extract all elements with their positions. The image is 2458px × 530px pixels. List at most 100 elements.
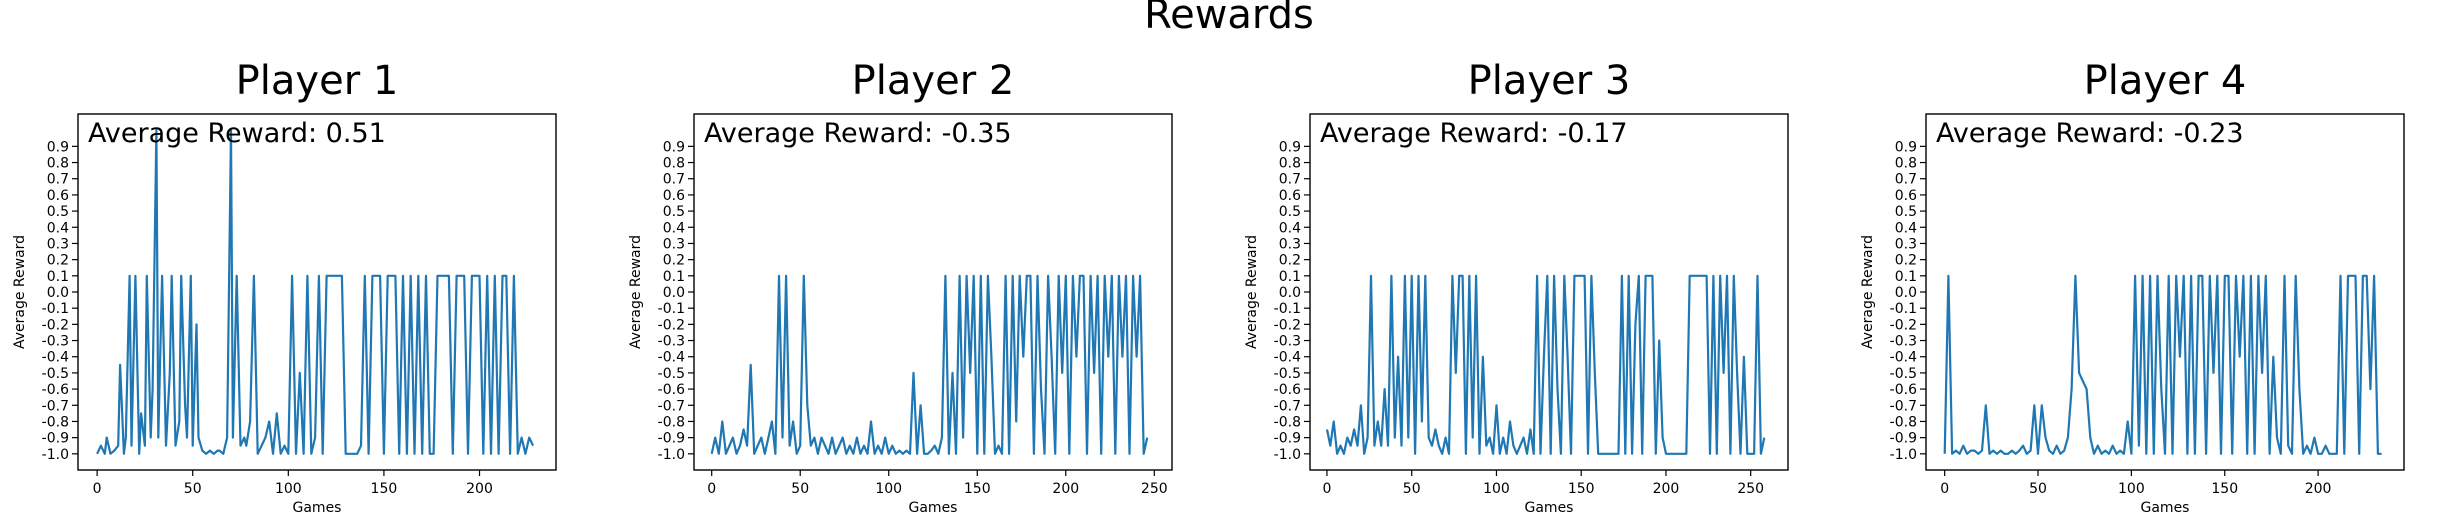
y-tick-label: 0.2 bbox=[47, 253, 69, 269]
y-tick-label: 0.6 bbox=[663, 188, 685, 204]
x-tick-label: 250 bbox=[1737, 481, 1764, 497]
y-tick-label: -1.0 bbox=[42, 447, 69, 463]
y-tick-label: -0.2 bbox=[42, 317, 69, 333]
y-axis-label: Average Reward bbox=[628, 235, 644, 349]
x-tick-label: 0 bbox=[707, 481, 716, 497]
y-tick-label: 0.4 bbox=[663, 220, 685, 236]
y-tick-label: 0.3 bbox=[663, 236, 685, 252]
y-tick-label: 0.7 bbox=[663, 172, 685, 188]
y-tick-label: -0.3 bbox=[658, 334, 685, 350]
y-tick-label: 0.0 bbox=[1279, 285, 1301, 301]
x-tick-label: 150 bbox=[2211, 481, 2238, 497]
y-tick-label: -0.9 bbox=[1890, 431, 1917, 447]
average-reward-annotation: Average Reward: 0.51 bbox=[88, 118, 386, 149]
y-tick-label: 0.8 bbox=[663, 156, 685, 172]
x-tick-label: 200 bbox=[1653, 481, 1680, 497]
y-tick-label: -0.6 bbox=[1890, 382, 1917, 398]
x-axis-label: Games bbox=[1525, 500, 1574, 516]
y-tick-label: -1.0 bbox=[1274, 447, 1301, 463]
y-tick-label: -0.1 bbox=[1274, 301, 1301, 317]
x-tick-label: 0 bbox=[1940, 481, 1949, 497]
y-tick-label: 0.2 bbox=[1895, 253, 1917, 269]
y-tick-label: -0.7 bbox=[1274, 398, 1301, 414]
y-tick-label: -0.5 bbox=[42, 366, 69, 382]
x-tick-label: 200 bbox=[2305, 481, 2332, 497]
y-tick-label: -0.2 bbox=[1890, 317, 1917, 333]
y-tick-label: -0.8 bbox=[42, 414, 69, 430]
y-tick-label: 0.7 bbox=[47, 172, 69, 188]
y-axis-label: Average Reward bbox=[1860, 235, 1876, 349]
y-tick-label: -0.3 bbox=[1890, 334, 1917, 350]
y-tick-label: -0.3 bbox=[1274, 334, 1301, 350]
y-tick-label: 0.8 bbox=[47, 156, 69, 172]
series-line bbox=[1325, 274, 1766, 455]
y-tick-label: -0.5 bbox=[1890, 366, 1917, 382]
y-tick-label: 0.5 bbox=[1895, 204, 1917, 220]
y-tick-label: -0.4 bbox=[658, 350, 685, 366]
y-tick-label: 0.8 bbox=[1279, 156, 1301, 172]
y-tick-label: 0.6 bbox=[47, 188, 69, 204]
average-reward-annotation: Average Reward: -0.17 bbox=[1320, 118, 1628, 149]
y-tick-label: 0.3 bbox=[47, 236, 69, 252]
x-tick-label: 200 bbox=[1052, 481, 1079, 497]
y-tick-label: 0.1 bbox=[47, 269, 69, 285]
y-tick-label: -0.7 bbox=[1890, 398, 1917, 414]
y-tick-label: 0.6 bbox=[1279, 188, 1301, 204]
x-tick-label: 100 bbox=[275, 481, 302, 497]
y-tick-label: 0.4 bbox=[47, 220, 69, 236]
x-tick-label: 50 bbox=[791, 481, 809, 497]
subplot-title: Player 1 bbox=[236, 58, 399, 104]
y-tick-label: -0.4 bbox=[1274, 350, 1301, 366]
y-tick-label: 0.2 bbox=[1279, 253, 1301, 269]
x-axis-label: Games bbox=[909, 500, 958, 516]
x-tick-label: 200 bbox=[466, 481, 493, 497]
y-tick-label: -0.4 bbox=[42, 350, 69, 366]
subplot-title: Player 4 bbox=[2084, 58, 2247, 104]
average-reward-annotation: Average Reward: -0.35 bbox=[704, 118, 1012, 149]
series-line bbox=[710, 274, 1149, 455]
y-tick-label: -0.7 bbox=[42, 398, 69, 414]
x-tick-label: 100 bbox=[875, 481, 902, 497]
x-tick-label: 0 bbox=[1322, 481, 1331, 497]
y-tick-label: -0.6 bbox=[42, 382, 69, 398]
y-tick-label: -0.2 bbox=[658, 317, 685, 333]
y-tick-label: -0.1 bbox=[658, 301, 685, 317]
y-tick-label: 0.3 bbox=[1279, 236, 1301, 252]
x-tick-label: 150 bbox=[371, 481, 398, 497]
y-tick-label: -0.2 bbox=[1274, 317, 1301, 333]
y-tick-label: -0.8 bbox=[658, 414, 685, 430]
y-tick-label: 0.1 bbox=[1895, 269, 1917, 285]
y-tick-label: 0.5 bbox=[663, 204, 685, 220]
subplot-player-1: Player 1 Average Reward: 0.51 -1.0-0.9-0.8… bbox=[12, 58, 557, 516]
y-tick-label: -0.9 bbox=[42, 431, 69, 447]
y-tick-label: 0.9 bbox=[663, 139, 685, 155]
y-tick-label: 0.0 bbox=[663, 285, 685, 301]
y-tick-label: 0.7 bbox=[1279, 172, 1301, 188]
x-tick-label: 250 bbox=[1141, 481, 1168, 497]
y-tick-label: -1.0 bbox=[658, 447, 685, 463]
y-tick-label: 0.5 bbox=[1279, 204, 1301, 220]
y-tick-label: 0.5 bbox=[47, 204, 69, 220]
y-tick-label: 0.1 bbox=[1279, 269, 1301, 285]
y-tick-label: -0.5 bbox=[1274, 366, 1301, 382]
x-tick-label: 50 bbox=[184, 481, 202, 497]
y-tick-label: 0.3 bbox=[1895, 236, 1917, 252]
y-tick-label: -0.1 bbox=[1890, 301, 1917, 317]
y-tick-label: -0.7 bbox=[658, 398, 685, 414]
x-tick-label: 100 bbox=[1483, 481, 1510, 497]
x-axis-label: Games bbox=[2141, 500, 2190, 516]
y-axis-label: Average Reward bbox=[1244, 235, 1260, 349]
y-tick-label: 0.8 bbox=[1895, 156, 1917, 172]
subplot-title: Player 3 bbox=[1468, 58, 1631, 104]
y-tick-label: 0.6 bbox=[1895, 188, 1917, 204]
y-axis-label: Average Reward bbox=[12, 235, 28, 349]
x-axis-label: Games bbox=[293, 500, 342, 516]
x-tick-label: 150 bbox=[1568, 481, 1595, 497]
y-tick-label: -0.8 bbox=[1274, 414, 1301, 430]
y-tick-label: 0.4 bbox=[1279, 220, 1301, 236]
x-tick-label: 150 bbox=[964, 481, 991, 497]
series-line bbox=[96, 129, 535, 455]
